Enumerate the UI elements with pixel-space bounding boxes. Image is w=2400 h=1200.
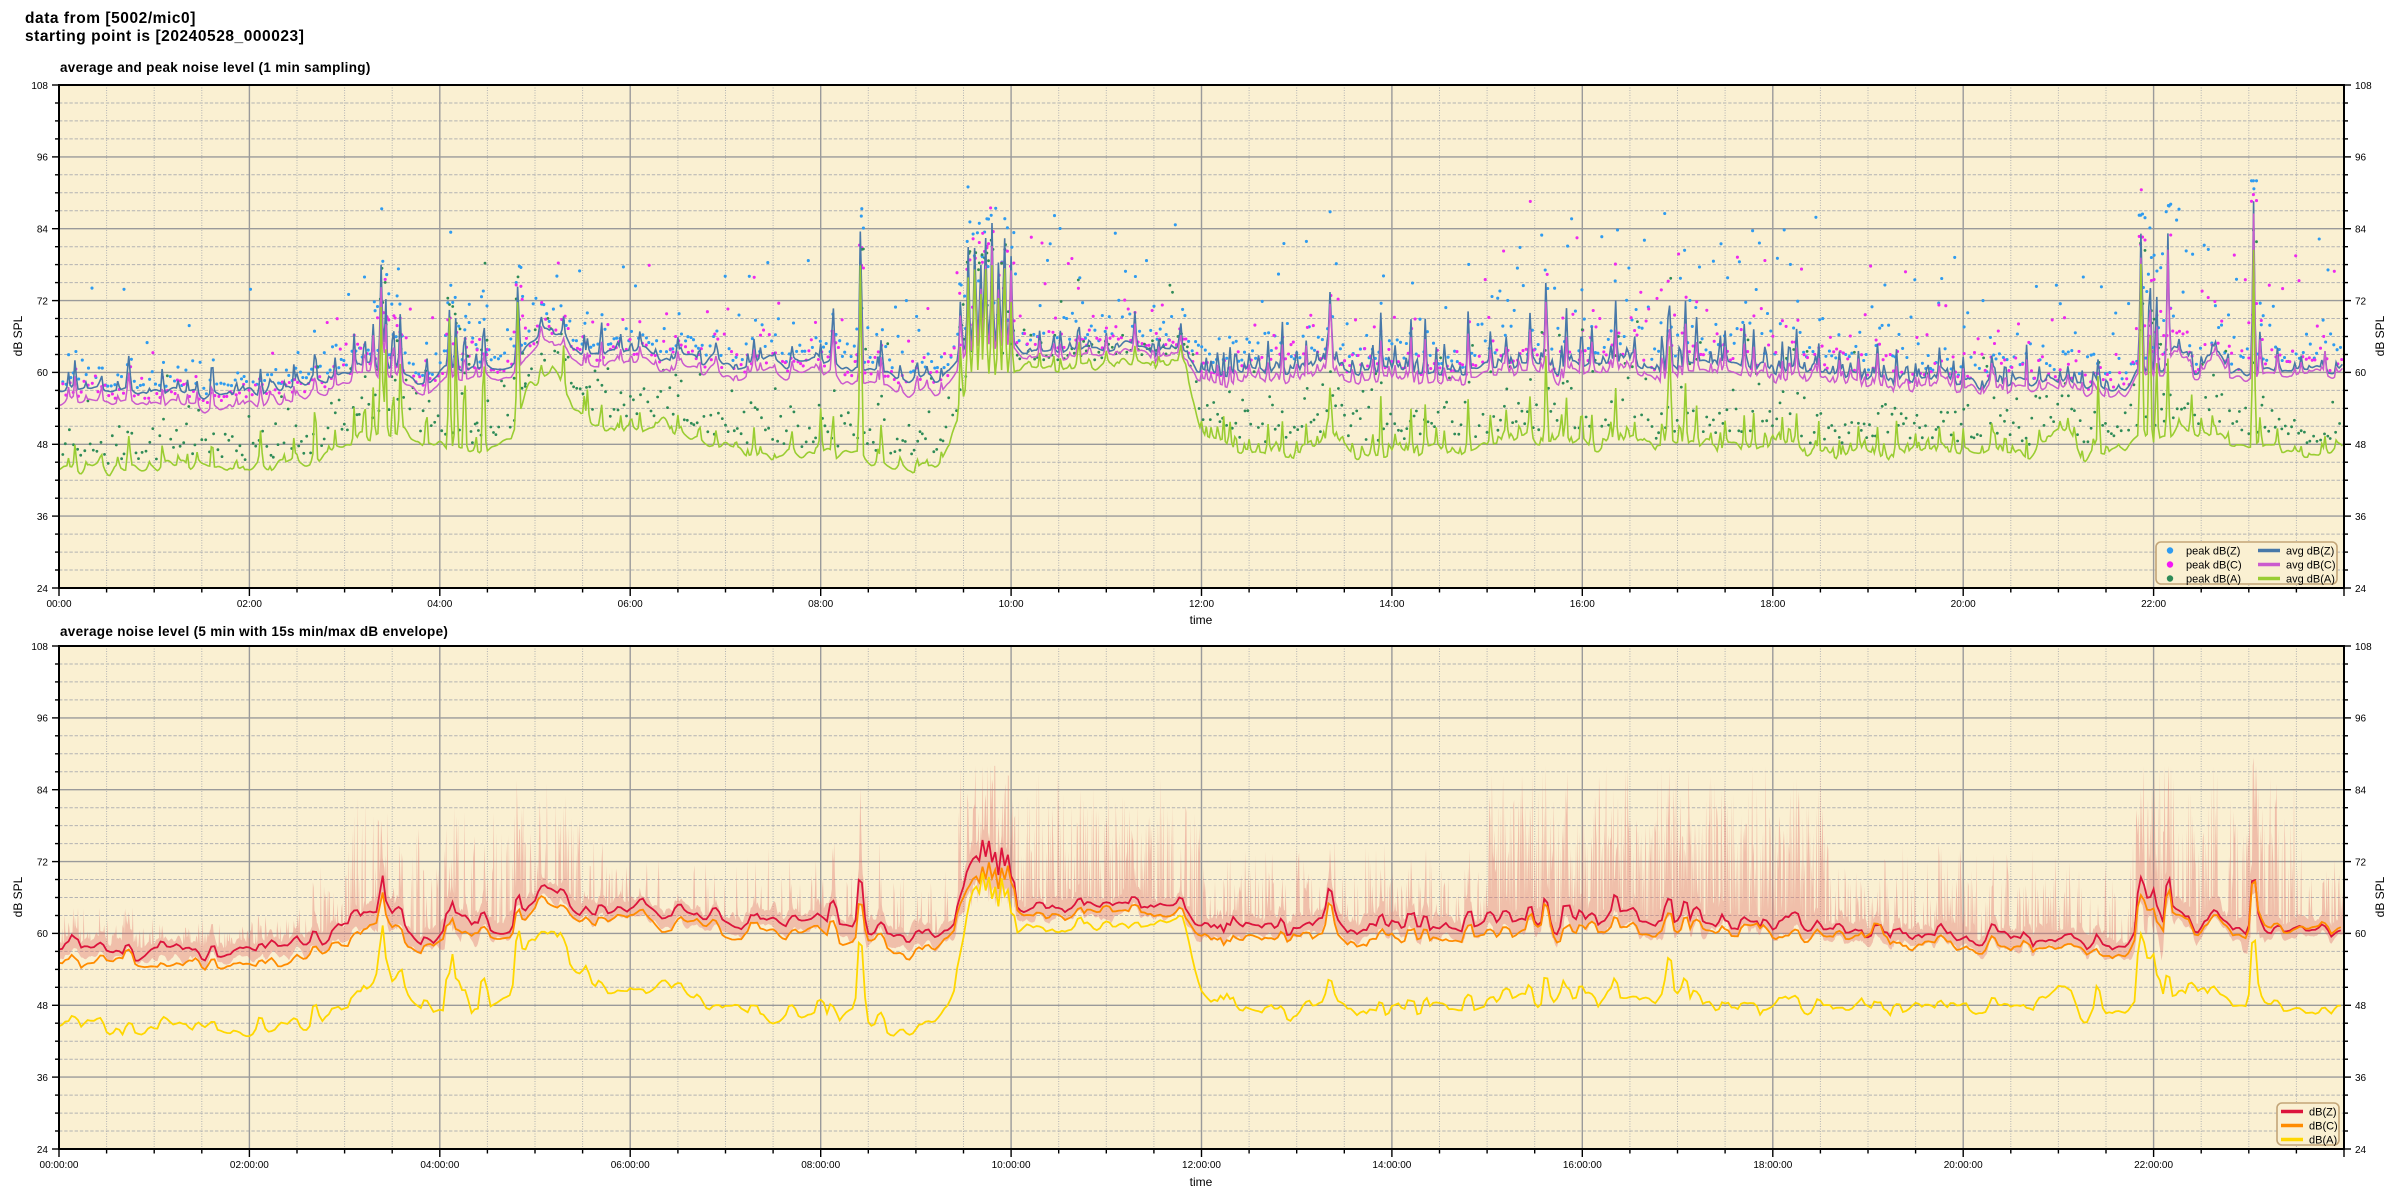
svg-text:12:00: 12:00 bbox=[1189, 599, 1214, 610]
svg-text:60: 60 bbox=[37, 368, 49, 379]
svg-text:10:00:00: 10:00:00 bbox=[992, 1160, 1031, 1171]
svg-text:18:00:00: 18:00:00 bbox=[1753, 1160, 1792, 1171]
svg-text:24: 24 bbox=[37, 1145, 49, 1156]
svg-text:time: time bbox=[1190, 1175, 1213, 1189]
svg-text:14:00: 14:00 bbox=[1379, 599, 1404, 610]
svg-text:108: 108 bbox=[31, 642, 48, 653]
svg-text:18:00: 18:00 bbox=[1760, 599, 1785, 610]
svg-text:60: 60 bbox=[2355, 368, 2367, 379]
svg-text:08:00:00: 08:00:00 bbox=[801, 1160, 840, 1171]
svg-text:96: 96 bbox=[2355, 714, 2367, 725]
svg-text:48: 48 bbox=[37, 440, 49, 451]
svg-text:avg dB(Z): avg dB(Z) bbox=[2286, 545, 2334, 557]
svg-text:108: 108 bbox=[31, 81, 48, 92]
svg-text:04:00: 04:00 bbox=[427, 599, 452, 610]
svg-text:96: 96 bbox=[37, 153, 49, 164]
svg-text:peak dB(C): peak dB(C) bbox=[2186, 559, 2242, 571]
svg-text:avg dB(A): avg dB(A) bbox=[2286, 573, 2335, 585]
svg-text:dB(Z): dB(Z) bbox=[2309, 1106, 2337, 1118]
svg-text:dB SPL: dB SPL bbox=[11, 876, 25, 917]
svg-text:12:00:00: 12:00:00 bbox=[1182, 1160, 1221, 1171]
svg-text:72: 72 bbox=[2355, 857, 2367, 868]
svg-text:dB SPL: dB SPL bbox=[2373, 315, 2387, 356]
svg-text:00:00:00: 00:00:00 bbox=[40, 1160, 79, 1171]
svg-text:time: time bbox=[1190, 613, 1213, 627]
svg-text:06:00:00: 06:00:00 bbox=[611, 1160, 650, 1171]
svg-text:22:00: 22:00 bbox=[2141, 599, 2166, 610]
svg-text:24: 24 bbox=[2355, 584, 2367, 595]
svg-text:dB SPL: dB SPL bbox=[2373, 876, 2387, 917]
svg-text:72: 72 bbox=[2355, 296, 2367, 307]
svg-text:60: 60 bbox=[2355, 929, 2367, 940]
svg-text:16:00: 16:00 bbox=[1570, 599, 1595, 610]
svg-text:84: 84 bbox=[37, 225, 49, 236]
svg-text:06:00: 06:00 bbox=[618, 599, 643, 610]
svg-text:data from [5002/mic0]: data from [5002/mic0] bbox=[25, 10, 196, 27]
svg-text:02:00:00: 02:00:00 bbox=[230, 1160, 269, 1171]
svg-text:08:00: 08:00 bbox=[808, 599, 833, 610]
svg-text:starting point is [20240528_00: starting point is [20240528_000023] bbox=[25, 28, 304, 45]
svg-text:48: 48 bbox=[37, 1001, 49, 1012]
svg-text:84: 84 bbox=[2355, 786, 2367, 797]
svg-text:48: 48 bbox=[2355, 1001, 2367, 1012]
svg-text:36: 36 bbox=[37, 512, 49, 523]
svg-text:average noise level (5 min wit: average noise level (5 min with 15s min/… bbox=[60, 624, 448, 639]
svg-text:20:00:00: 20:00:00 bbox=[1944, 1160, 1983, 1171]
svg-text:72: 72 bbox=[37, 296, 49, 307]
svg-text:48: 48 bbox=[2355, 440, 2367, 451]
svg-text:22:00:00: 22:00:00 bbox=[2134, 1160, 2173, 1171]
svg-text:24: 24 bbox=[37, 584, 49, 595]
svg-text:14:00:00: 14:00:00 bbox=[1372, 1160, 1411, 1171]
svg-text:96: 96 bbox=[37, 714, 49, 725]
svg-text:60: 60 bbox=[37, 929, 49, 940]
svg-text:avg dB(C): avg dB(C) bbox=[2286, 559, 2336, 571]
svg-text:108: 108 bbox=[2355, 81, 2372, 92]
svg-text:dB SPL: dB SPL bbox=[11, 315, 25, 356]
svg-text:36: 36 bbox=[2355, 1073, 2367, 1084]
svg-text:peak dB(A): peak dB(A) bbox=[2186, 573, 2241, 585]
svg-text:24: 24 bbox=[2355, 1145, 2367, 1156]
svg-text:04:00:00: 04:00:00 bbox=[420, 1160, 459, 1171]
svg-text:dB(A): dB(A) bbox=[2309, 1134, 2337, 1146]
svg-text:02:00: 02:00 bbox=[237, 599, 262, 610]
svg-text:108: 108 bbox=[2355, 642, 2372, 653]
svg-text:dB(C): dB(C) bbox=[2309, 1120, 2338, 1132]
svg-text:84: 84 bbox=[37, 786, 49, 797]
svg-text:00:00: 00:00 bbox=[46, 599, 71, 610]
svg-text:72: 72 bbox=[37, 857, 49, 868]
svg-text:average and peak noise level (: average and peak noise level (1 min samp… bbox=[60, 60, 371, 75]
svg-text:20:00: 20:00 bbox=[1951, 599, 1976, 610]
svg-text:36: 36 bbox=[2355, 512, 2367, 523]
svg-text:36: 36 bbox=[37, 1073, 49, 1084]
svg-text:96: 96 bbox=[2355, 153, 2367, 164]
svg-text:peak dB(Z): peak dB(Z) bbox=[2186, 545, 2240, 557]
svg-text:84: 84 bbox=[2355, 225, 2367, 236]
svg-text:10:00: 10:00 bbox=[999, 599, 1024, 610]
svg-text:16:00:00: 16:00:00 bbox=[1563, 1160, 1602, 1171]
